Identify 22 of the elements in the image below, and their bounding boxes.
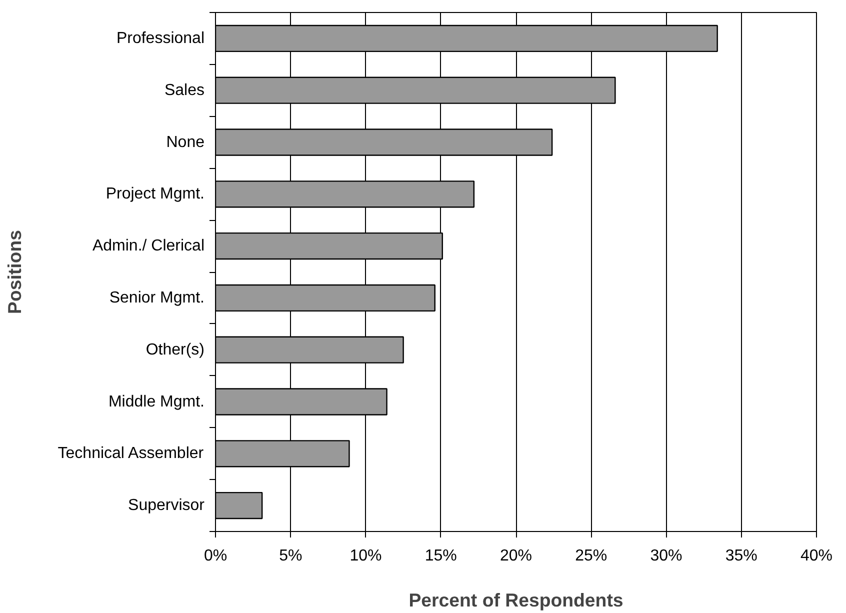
y-tick-label: Senior Mgmt.	[109, 289, 204, 306]
y-tick-label: Sales	[164, 82, 205, 99]
y-tick-label: Other(s)	[146, 341, 204, 358]
y-tick-label: None	[166, 134, 205, 151]
y-tick-label: Technical Assembler	[58, 445, 204, 462]
x-tick-label: 5%	[279, 548, 302, 564]
x-tick-label: 0%	[204, 548, 228, 564]
x-tick-label: 35%	[725, 548, 758, 564]
y-tick-label: Supervisor	[128, 497, 206, 514]
x-tick-label: 20%	[500, 548, 532, 564]
y-tick-label: Admin./ Clerical	[92, 238, 204, 255]
y-tick-label: Professional	[116, 30, 204, 47]
bar	[216, 492, 263, 520]
x-tick-label: 40%	[800, 548, 833, 564]
x-tick-label: 10%	[350, 548, 382, 564]
x-tick-label: 25%	[575, 548, 608, 564]
y-tick-label: Project Mgmt.	[106, 186, 204, 203]
y-tick-label: Middle Mgmt.	[108, 393, 205, 410]
y-axis-title: Positions	[4, 230, 25, 314]
x-tick-label: 15%	[424, 548, 457, 564]
x-axis-title: Percent of Respondents	[408, 590, 624, 610]
x-tick-label: 30%	[650, 548, 682, 564]
